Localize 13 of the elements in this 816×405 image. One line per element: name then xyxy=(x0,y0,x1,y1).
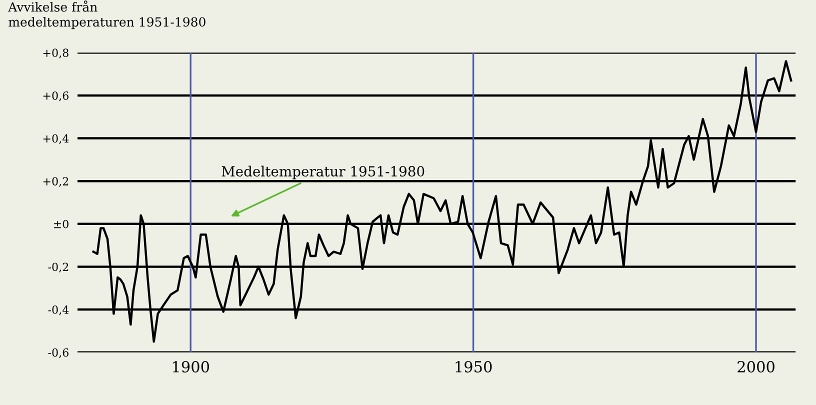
y-tick-label: +0,4 xyxy=(43,134,69,144)
y-tick-label: -0,6 xyxy=(48,348,68,358)
y-tick-label: -0,2 xyxy=(48,262,68,272)
annotation: Medeltemperatur 1951-1980 xyxy=(222,166,424,180)
x-tick-label: 1950 xyxy=(456,360,492,373)
x-tick-label: 2000 xyxy=(738,360,774,373)
y-axis-title: Avvikelse från medeltemperaturen 1951-1980 xyxy=(8,0,206,30)
y-tick-label: ±0 xyxy=(54,220,68,228)
x-tick-label: 1900 xyxy=(173,360,210,373)
y-tick-label: -0,4 xyxy=(48,306,69,316)
y-tick-label: +0,6 xyxy=(43,91,68,102)
y-tick-label: +0,2 xyxy=(43,177,68,187)
y-tick-label: +0,8 xyxy=(43,48,68,58)
